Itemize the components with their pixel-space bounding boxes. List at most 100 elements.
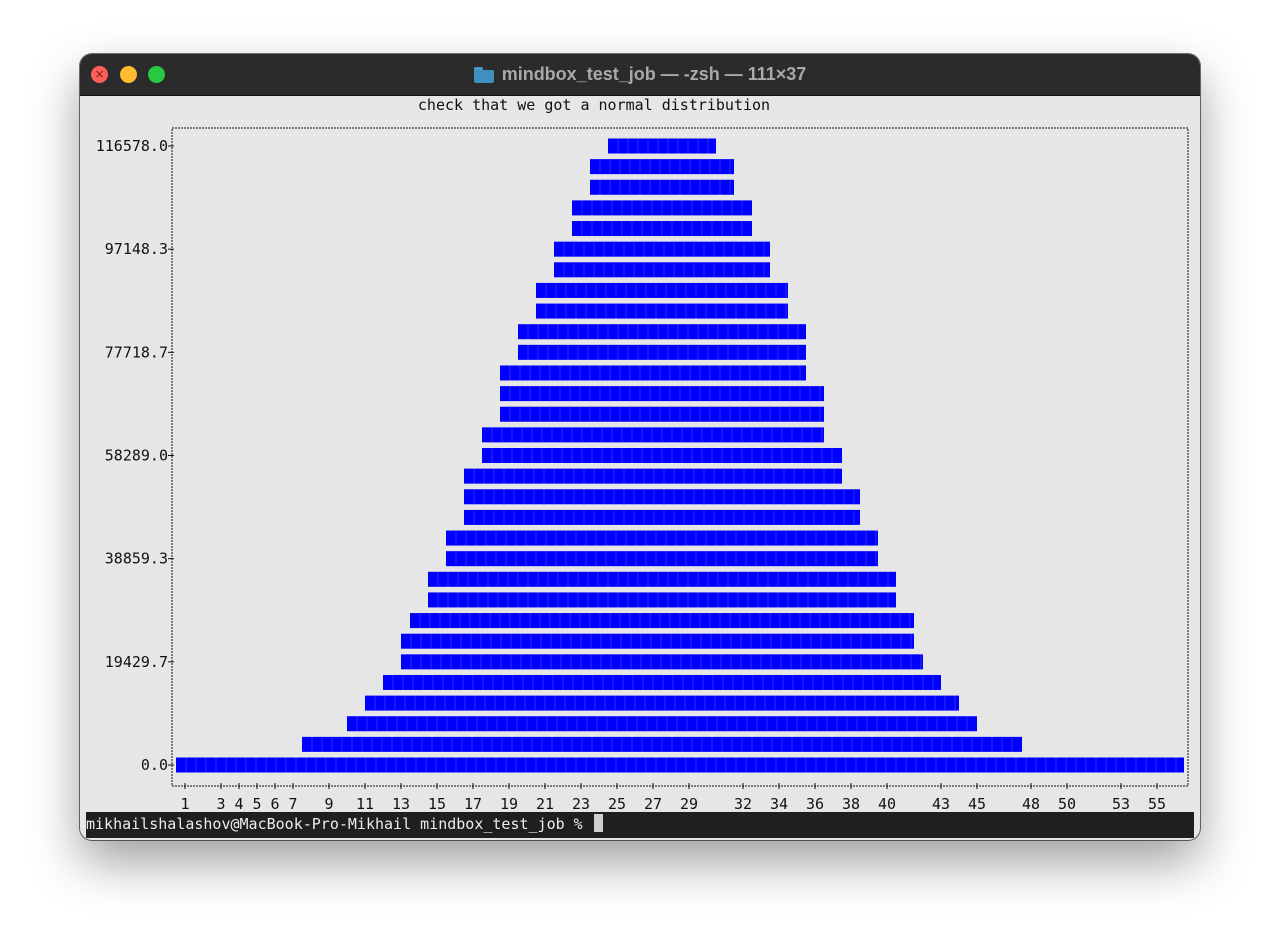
bar-fill	[401, 633, 914, 649]
bar	[176, 757, 1184, 773]
x-tick-label: 27	[644, 795, 662, 813]
bar	[518, 344, 806, 360]
y-tick-label: 38859.3	[105, 550, 168, 568]
x-tick-label: 48	[1022, 795, 1040, 813]
bar	[365, 695, 959, 711]
bar-fill	[590, 159, 734, 175]
x-tick-label: 5	[252, 795, 261, 813]
close-button[interactable]: ×	[91, 66, 108, 83]
bar-fill	[482, 427, 824, 443]
bar-fill	[608, 138, 716, 154]
minimize-button[interactable]	[120, 66, 137, 83]
bar	[383, 674, 941, 690]
bar	[464, 468, 842, 484]
bar-fill	[464, 509, 860, 525]
bar-fill	[500, 386, 824, 402]
x-tick-label: 6	[270, 795, 279, 813]
x-tick-label: 50	[1058, 795, 1076, 813]
bar-fill	[410, 613, 914, 629]
x-tick-label: 17	[464, 795, 482, 813]
bar-fill	[536, 303, 788, 319]
folder-icon	[473, 66, 494, 83]
bar-fill	[554, 241, 770, 257]
x-tick-label: 34	[770, 795, 788, 813]
x-tick-label: 43	[932, 795, 950, 813]
bar-fill	[590, 179, 734, 195]
x-tick-label: 23	[572, 795, 590, 813]
bar-fill	[446, 530, 878, 546]
bar	[428, 592, 896, 608]
bar	[590, 159, 734, 175]
bar	[401, 654, 923, 670]
x-tick-label: 19	[500, 795, 518, 813]
bar	[518, 324, 806, 340]
x-tick-label: 1	[180, 795, 189, 813]
plot-border	[171, 127, 1189, 787]
window-title-group: mindbox_test_job — -zsh — 111×37	[80, 54, 1200, 95]
x-tick-label: 45	[968, 795, 986, 813]
window-title: mindbox_test_job — -zsh — 111×37	[501, 64, 807, 84]
bars-group	[176, 138, 1184, 773]
bar-fill	[176, 757, 1184, 773]
bar	[347, 716, 977, 732]
bar-fill	[347, 716, 977, 732]
zoom-button[interactable]	[148, 66, 165, 83]
x-tick-label: 7	[288, 795, 297, 813]
x-tick-label: 13	[392, 795, 410, 813]
y-tick-label: 19429.7	[105, 653, 168, 671]
x-tick-label: 53	[1112, 795, 1130, 813]
bar-fill	[365, 695, 959, 711]
bar-fill	[554, 262, 770, 278]
y-tick-label: 77718.7	[105, 343, 168, 361]
bar	[590, 179, 734, 195]
x-tick-label: 29	[680, 795, 698, 813]
bar-fill	[518, 324, 806, 340]
bar	[482, 427, 824, 443]
bar	[536, 303, 788, 319]
bar	[446, 530, 878, 546]
bar	[464, 509, 860, 525]
bar-fill	[383, 674, 941, 690]
bar	[572, 221, 752, 237]
prompt-text: mikhailshalashov@MacBook-Pro-Mikhail min…	[86, 815, 592, 833]
y-tick-label: 0.0	[141, 756, 168, 774]
x-tick-label: 32	[734, 795, 752, 813]
bar-fill	[518, 344, 806, 360]
bar	[554, 262, 770, 278]
x-tick-label: 9	[324, 795, 333, 813]
bar	[500, 386, 824, 402]
bar	[401, 633, 914, 649]
shell-prompt[interactable]: mikhailshalashov@MacBook-Pro-Mikhail min…	[86, 812, 1194, 838]
bar-fill	[446, 551, 878, 567]
y-axis: 116578.0 97148.3 77718.7 58289.0 38859.3 1942…	[96, 137, 174, 774]
bar-fill	[464, 468, 842, 484]
y-tick-label: 97148.3	[105, 240, 168, 258]
title-bar[interactable]: × mindbox_test_job — -zsh — 111×37	[80, 54, 1200, 96]
bar-fill	[401, 654, 923, 670]
bar	[608, 138, 716, 154]
x-tick-label: 40	[878, 795, 896, 813]
bar	[428, 571, 896, 587]
x-tick-label: 11	[356, 795, 374, 813]
plot-frame	[171, 127, 1189, 787]
bar-fill	[536, 282, 788, 298]
x-tick-label: 15	[428, 795, 446, 813]
bar	[482, 448, 842, 463]
bar	[536, 282, 788, 298]
x-axis: 1 3 4 5 6 7 9 11 13 15 17 19 21 23 25 27 29 32 34 36 38 40 43 4…	[180, 783, 1166, 813]
x-tick-label: 55	[1148, 795, 1166, 813]
bar-fill	[500, 406, 824, 422]
chart-title: check that we got a normal distribution	[417, 96, 771, 114]
bar	[410, 613, 914, 629]
x-tick-label: 3	[216, 795, 225, 813]
x-tick-label: 25	[608, 795, 626, 813]
y-tick-label: 116578.0	[96, 137, 168, 155]
bar	[500, 406, 824, 422]
close-icon: ×	[94, 67, 105, 81]
bar-fill	[464, 489, 860, 505]
x-tick-label: 38	[842, 795, 860, 813]
x-tick-label: 21	[536, 795, 554, 813]
bar	[572, 200, 752, 216]
bar	[500, 365, 806, 381]
